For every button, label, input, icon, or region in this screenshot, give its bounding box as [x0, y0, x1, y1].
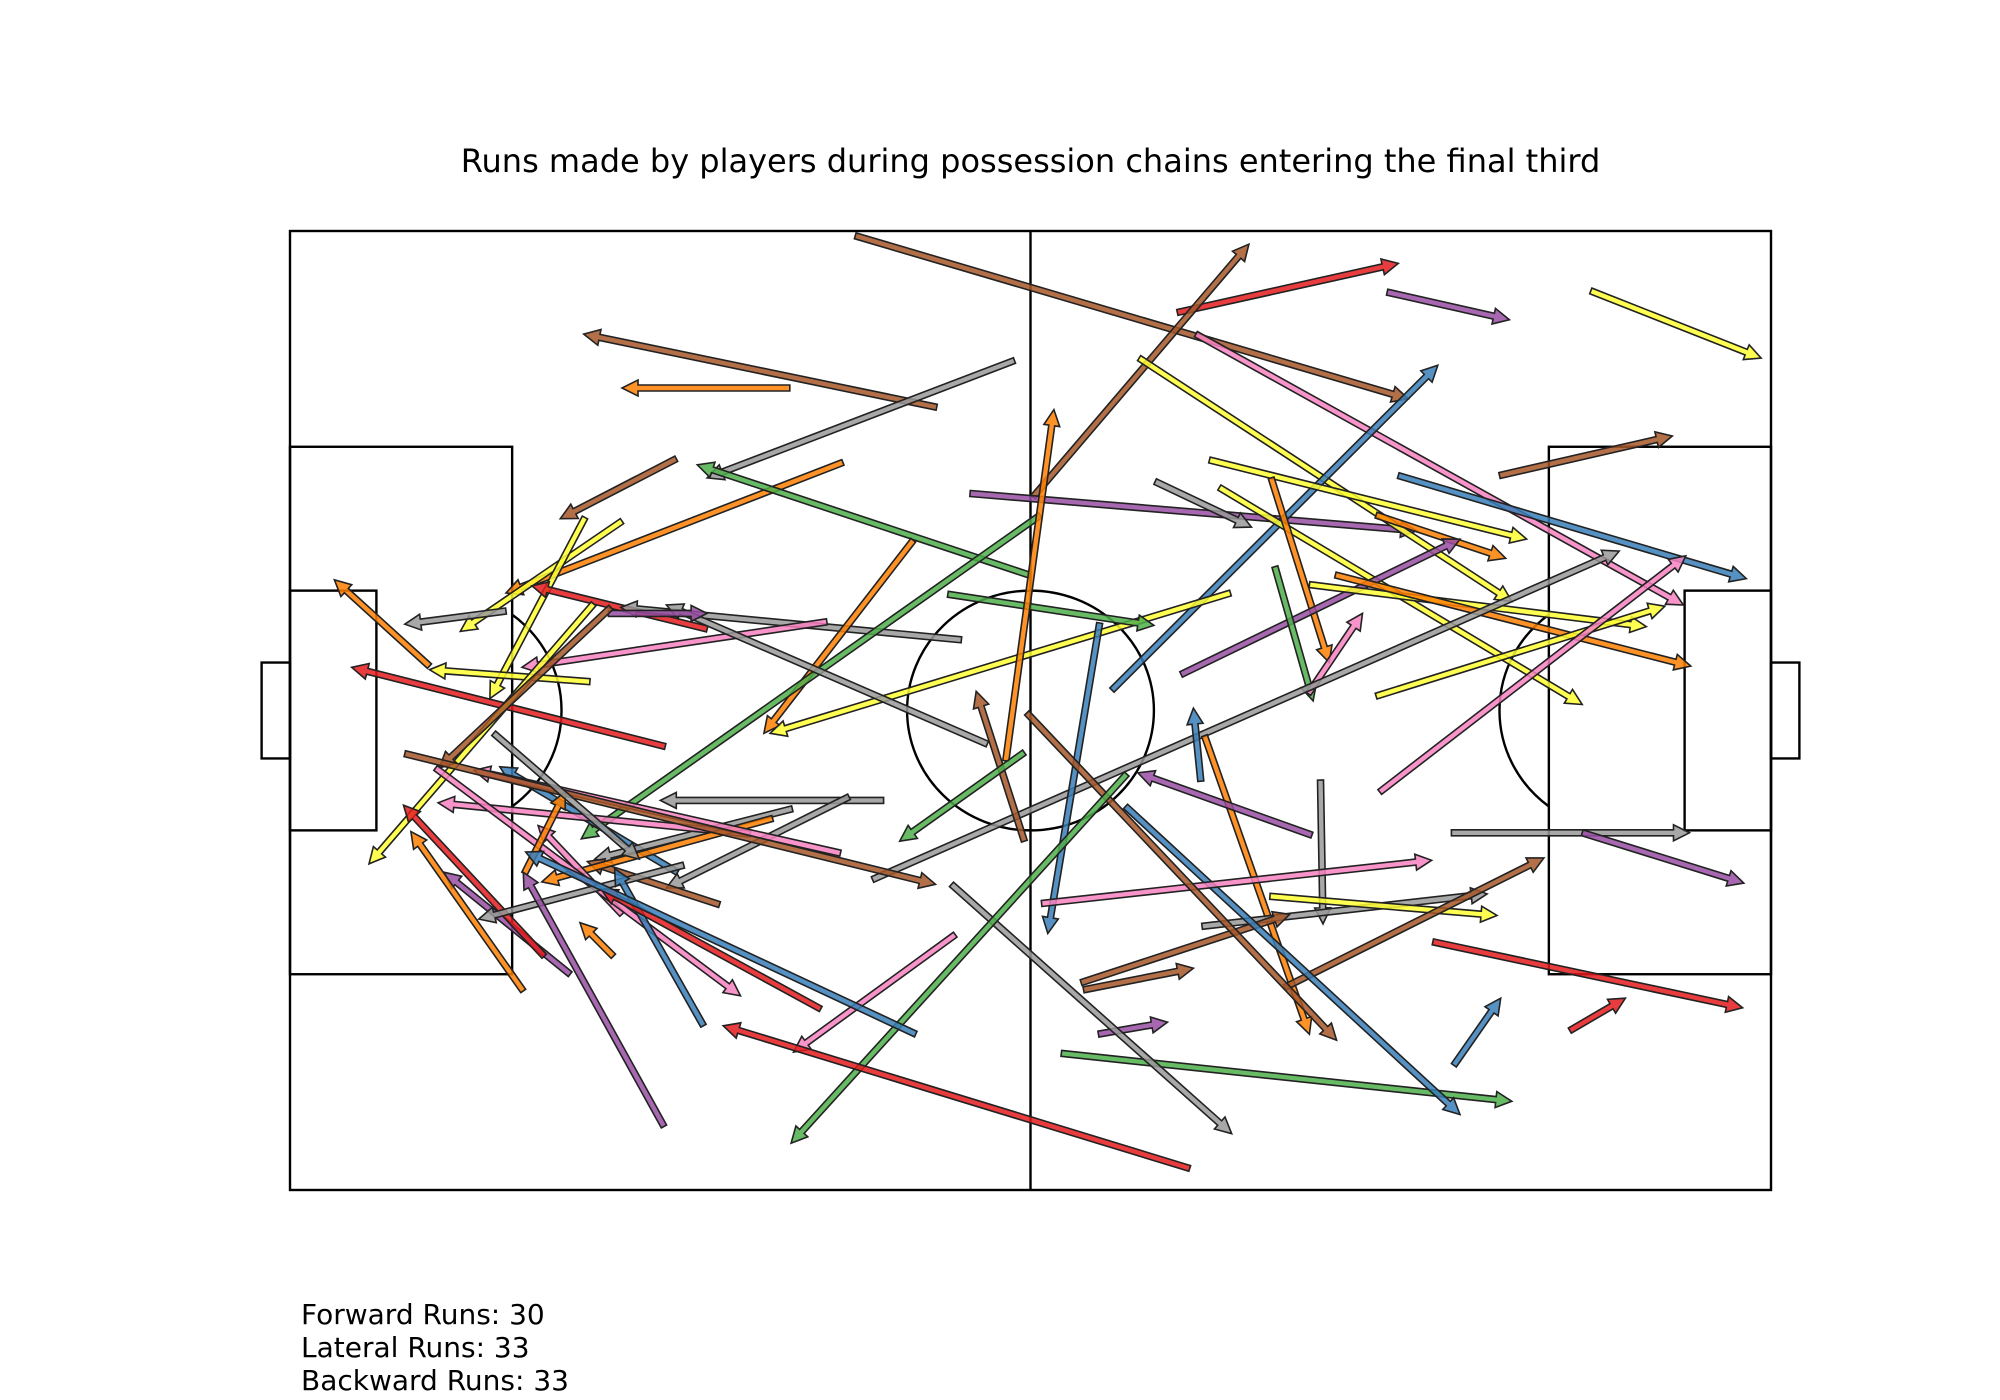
run-arrow-52	[1082, 962, 1196, 994]
run-arrow-33	[1267, 475, 1333, 665]
run-arrow-7	[705, 356, 1017, 481]
run-arrow-69	[898, 748, 1028, 843]
run-arrow-38	[1333, 571, 1693, 671]
run-arrow-4	[1588, 287, 1763, 361]
run-arrow-14	[1108, 364, 1440, 694]
run-arrow-36	[1178, 538, 1462, 679]
run-arrow-57	[1580, 828, 1746, 888]
run-arrow-29	[1001, 407, 1061, 763]
run-arrow-44	[870, 549, 1621, 884]
run-arrow-86	[403, 749, 938, 890]
right-penalty-area	[1547, 445, 1773, 976]
run-arrow-30	[1152, 477, 1254, 529]
left-six-yard-box	[288, 589, 378, 832]
run-arrow-18	[403, 607, 508, 632]
run-arrow-72	[658, 791, 885, 810]
forward-runs-count: Forward Runs: 30	[301, 1298, 545, 1331]
right-six-yard-box	[1683, 589, 1773, 832]
run-arrow-59	[1136, 769, 1314, 840]
run-arrow-95	[721, 1021, 1192, 1173]
run-arrow-1	[853, 231, 1410, 404]
run-arrow-42	[1450, 823, 1692, 843]
run-arrow-5	[581, 328, 939, 412]
run-arrow-43	[1376, 554, 1688, 796]
right-goal	[1769, 661, 1801, 760]
run-arrow-24	[427, 661, 591, 686]
pitch-markings	[260, 229, 1801, 1192]
run-arrow-35	[1374, 511, 1508, 562]
run-arrow-91	[522, 870, 668, 1129]
run-arrow-89	[477, 861, 686, 924]
run-arrow-13	[1193, 330, 1685, 606]
left-goal	[260, 661, 292, 760]
run-arrow-96	[490, 729, 641, 861]
run-arrow-8	[558, 455, 679, 520]
run-arrow-37	[1308, 580, 1649, 634]
run-counts: Forward Runs: 30 Lateral Runs: 33 Backwa…	[301, 1298, 569, 1397]
run-arrow-31	[1207, 456, 1529, 545]
run-arrow-84	[402, 803, 548, 960]
run-arrow-26	[579, 511, 1044, 840]
run-arrow-27	[768, 589, 1233, 738]
run-arrow-49	[1450, 996, 1502, 1069]
run-arrow-54	[1060, 1049, 1514, 1109]
run-arrow-46	[1185, 706, 1205, 783]
run-arrow-93	[599, 888, 824, 1013]
run-arrow-87	[578, 921, 617, 960]
run-arrow-65	[789, 770, 1131, 1145]
backward-runs-count: Backward Runs: 33	[301, 1364, 569, 1397]
run-arrow-56	[1567, 997, 1627, 1035]
run-arrow-90	[409, 830, 527, 994]
run-arrow-20	[489, 515, 589, 701]
run-arrow-34	[1396, 471, 1749, 583]
lateral-runs-count: Lateral Runs: 33	[301, 1331, 530, 1364]
run-arrow-58	[1282, 857, 1546, 992]
run-arrow-15	[1497, 430, 1675, 480]
run-arrow-19	[333, 578, 433, 670]
chart-title: Runs made by players during possession c…	[460, 142, 1601, 180]
run-arrow-41	[1304, 611, 1364, 697]
run-arrow-23	[520, 617, 829, 675]
run-arrow-45	[1041, 621, 1104, 936]
run-arrow-28	[946, 590, 1156, 633]
left-penalty-area	[288, 445, 514, 976]
run-arrow-51	[1268, 892, 1499, 924]
run-arrow-55	[1431, 937, 1745, 1014]
run-arrow-2	[1175, 257, 1401, 317]
run-arrow-6	[620, 378, 791, 398]
run-arrows	[333, 231, 1763, 1173]
run-arrow-62	[1040, 853, 1434, 908]
run-arrow-64	[948, 880, 1234, 1135]
run-arrow-63	[1023, 709, 1338, 1042]
run-arrow-94	[524, 850, 919, 1038]
run-arrow-68	[607, 604, 709, 623]
run-arrow-3	[1385, 288, 1512, 326]
right-penalty-arc	[1498, 613, 1550, 808]
run-arrow-10	[1029, 242, 1251, 501]
